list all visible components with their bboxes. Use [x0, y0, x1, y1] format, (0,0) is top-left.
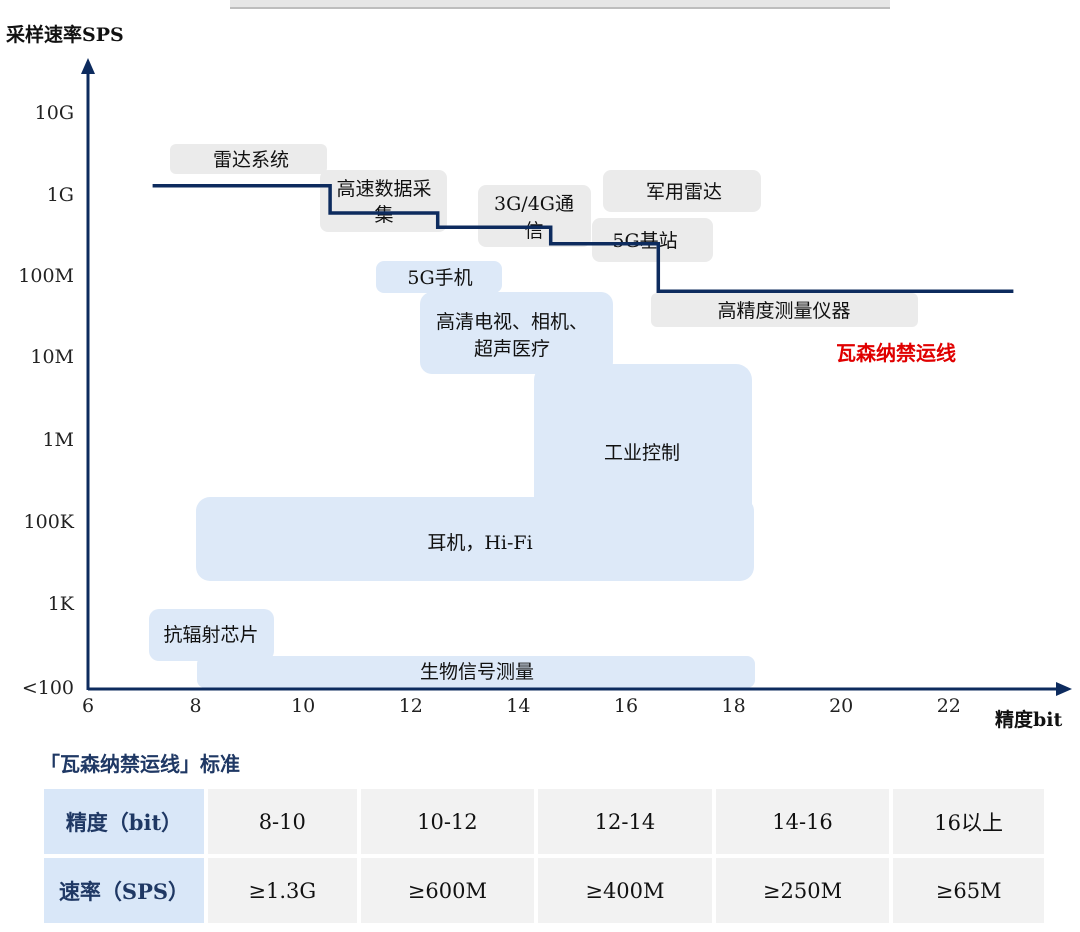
x-tick-label: 12 [399, 695, 423, 717]
region-radar-system [170, 144, 327, 174]
chart: 雷达系统 高速数据采 集 3G/4G通 信 军用雷达 5G基站 高精度测量仪器 … [18, 0, 1072, 717]
region-5g-phone [376, 261, 502, 293]
y-tick-label: 1M [42, 429, 74, 451]
wassenaar-step-line [152, 183, 1014, 293]
region-hdtv-camera-medical [420, 292, 613, 374]
x-axis-title: 精度bit [995, 709, 1063, 731]
y-tick-label: 1K [48, 593, 75, 615]
x-tick-label: 20 [829, 695, 853, 717]
table-cell: 10-12 [360, 789, 535, 854]
gray-regions [170, 144, 918, 327]
table-cell: ≥250M [715, 858, 890, 923]
top-banner-edge [230, 0, 890, 8]
wassenaar-line-label: 瓦森纳禁运线 [836, 341, 956, 365]
x-axis-arrow [1056, 682, 1072, 696]
region-radiation-hardened [149, 609, 274, 661]
y-axis-arrow [81, 58, 95, 74]
label-hdtv-1: 高清电视、相机、 [436, 311, 588, 333]
row-header-precision: 精度（bit） [44, 789, 204, 854]
x-tick-label: 10 [291, 695, 315, 717]
region-military-radar [603, 170, 761, 212]
x-tick-label: 18 [722, 695, 746, 717]
y-tick-label: 1G [47, 184, 74, 206]
table-cell: ≥400M [538, 858, 712, 923]
y-tick-label: 100K [24, 511, 75, 533]
region-biosignal [197, 656, 755, 688]
x-tick-label: 22 [937, 695, 961, 717]
table-row-precision: 精度（bit） 8-10 10-12 12-14 14-16 16以上 [44, 789, 1044, 854]
y-tick-label: 10G [35, 102, 74, 124]
table-cell: ≥65M [893, 858, 1044, 923]
x-tick-label: 6 [82, 695, 94, 717]
label-3g4g-2: 信 [524, 220, 543, 242]
label-precision-instrument: 高精度测量仪器 [717, 300, 850, 322]
table-cell: 8-10 [208, 789, 357, 854]
table-cell: 16以上 [893, 789, 1044, 854]
region-precision-instrument [651, 293, 918, 327]
region-high-speed-daq [320, 170, 447, 232]
label-high-speed-daq-1: 高速数据采 [336, 178, 431, 200]
label-5g-base-station: 5G基站 [612, 230, 677, 252]
label-military-radar: 军用雷达 [646, 181, 722, 203]
table-title: 「瓦森纳禁运线」标准 [40, 752, 240, 776]
blue-regions [149, 261, 755, 688]
label-high-speed-daq-2: 集 [374, 204, 393, 226]
table-cell: ≥1.3G [208, 858, 357, 923]
label-3g4g-1: 3G/4G通 [494, 193, 574, 215]
table-cell: ≥600M [360, 858, 535, 923]
x-tick-label: 16 [614, 695, 638, 717]
label-radar-system: 雷达系统 [213, 149, 289, 171]
region-headphones-hifi [196, 497, 754, 581]
x-tick-label: 14 [506, 695, 530, 717]
y-tick-label: 100M [18, 265, 74, 287]
label-industrial-control: 工业控制 [604, 442, 680, 464]
y-tick-label: <100 [22, 677, 74, 699]
y-axis-title: 采样速率SPS [6, 24, 124, 46]
table-cell: 12-14 [538, 789, 712, 854]
label-radiation-hardened: 抗辐射芯片 [163, 624, 258, 646]
table-cell: 14-16 [715, 789, 890, 854]
region-5g-base-station [592, 218, 713, 262]
y-tick-label: 10M [30, 346, 74, 368]
label-hdtv-2: 超声医疗 [474, 338, 550, 360]
table-row-rate: 速率（SPS） ≥1.3G ≥600M ≥400M ≥250M ≥65M [44, 858, 1044, 923]
region-3g4g [478, 185, 591, 247]
label-headphones-hifi: 耳机，Hi-Fi [427, 532, 532, 554]
wassenaar-standard-table: 精度（bit） 8-10 10-12 12-14 14-16 16以上 速率（S… [40, 785, 1048, 927]
label-biosignal: 生物信号测量 [420, 661, 534, 683]
row-header-rate: 速率（SPS） [44, 858, 204, 923]
x-tick-label: 8 [190, 695, 202, 717]
label-5g-phone: 5G手机 [407, 267, 472, 289]
